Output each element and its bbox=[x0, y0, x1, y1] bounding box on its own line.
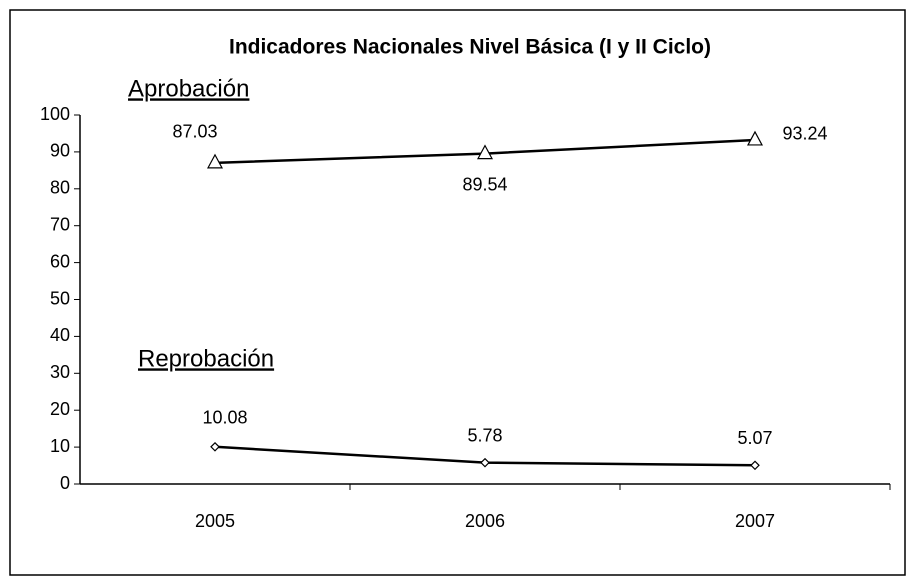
x-tick-label: 2005 bbox=[195, 511, 235, 531]
y-tick-label: 10 bbox=[50, 436, 70, 456]
point-marker bbox=[480, 457, 490, 468]
point-marker bbox=[210, 441, 220, 452]
point-marker bbox=[750, 460, 760, 471]
y-tick-label: 90 bbox=[50, 141, 70, 161]
data-label: 5.07 bbox=[737, 428, 772, 448]
y-tick-label: 30 bbox=[50, 362, 70, 382]
x-tick-label: 2006 bbox=[465, 511, 505, 531]
y-tick-label: 100 bbox=[40, 104, 70, 124]
data-label: 5.78 bbox=[467, 425, 502, 445]
data-label: 93.24 bbox=[782, 124, 827, 144]
y-tick-label: 80 bbox=[50, 178, 70, 198]
y-tick-label: 70 bbox=[50, 214, 70, 234]
y-tick-label: 60 bbox=[50, 251, 70, 271]
y-tick-label: 0 bbox=[60, 473, 70, 493]
chart-title: Indicadores Nacionales Nivel Básica (I y… bbox=[229, 36, 711, 59]
y-tick-label: 40 bbox=[50, 325, 70, 345]
point-marker bbox=[206, 153, 224, 169]
chart-frame bbox=[9, 9, 906, 576]
y-tick-label: 20 bbox=[50, 399, 70, 419]
x-tick-label: 2007 bbox=[735, 511, 775, 531]
data-label: 89.54 bbox=[462, 174, 507, 194]
point-marker bbox=[746, 130, 764, 146]
series-label: Reprobación bbox=[138, 345, 274, 372]
data-label: 87.03 bbox=[172, 122, 217, 142]
data-label: 10.08 bbox=[202, 408, 247, 428]
y-tick-label: 50 bbox=[50, 288, 70, 308]
series-label: Aprobación bbox=[128, 75, 249, 102]
point-marker bbox=[476, 144, 494, 160]
